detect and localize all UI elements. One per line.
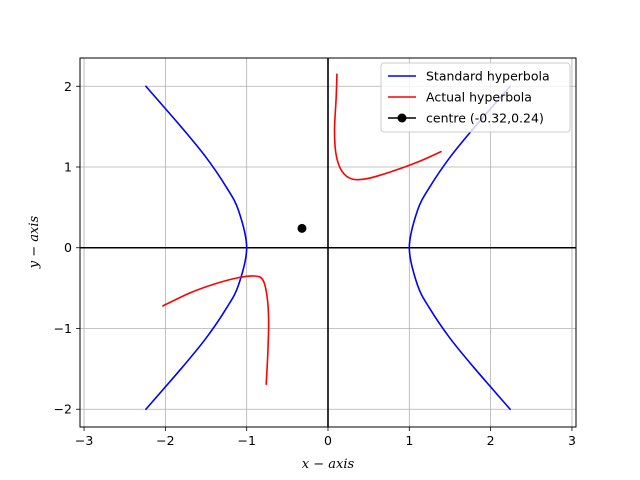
standard-hyperbola-branch-2 [408, 85, 511, 411]
ticks: −3 −2 −1 0 1 2 3 −2 −1 0 1 2 [54, 79, 576, 448]
x-tick-label: −3 [75, 433, 93, 448]
actual-hyperbola-branch-2 [162, 275, 270, 386]
y-tick-label: 1 [64, 160, 72, 175]
legend-centre-label: centre (-0.32,0.24) [426, 111, 544, 126]
y-tick-label: 2 [64, 79, 72, 94]
legend-standard-label: Standard hyperbola [426, 69, 550, 84]
legend: Standard hyperbola Actual hyperbola cent… [380, 62, 571, 133]
standard-hyperbola-branch-1 [145, 85, 248, 411]
x-tick-label: 2 [487, 433, 495, 448]
legend-centre-marker [397, 113, 407, 123]
y-tick-label: −1 [54, 321, 72, 336]
legend-box [380, 62, 571, 133]
x-axis-label: x − axis [302, 457, 355, 472]
y-tick-label: 0 [64, 240, 72, 255]
x-tick-label: 3 [568, 433, 576, 448]
zero-axes [80, 58, 576, 427]
y-tick-label: −2 [54, 402, 72, 417]
x-tick-label: 0 [324, 433, 332, 448]
legend-actual-label: Actual hyperbola [426, 90, 532, 105]
x-tick-label: 1 [405, 433, 413, 448]
actual-hyperbola-branch-1 [333, 73, 442, 181]
x-tick-label: −2 [156, 433, 174, 448]
plot-lines [145, 73, 511, 411]
y-axis-label: y − axis [27, 215, 42, 269]
centre-point [297, 223, 307, 233]
x-tick-label: −1 [237, 433, 255, 448]
